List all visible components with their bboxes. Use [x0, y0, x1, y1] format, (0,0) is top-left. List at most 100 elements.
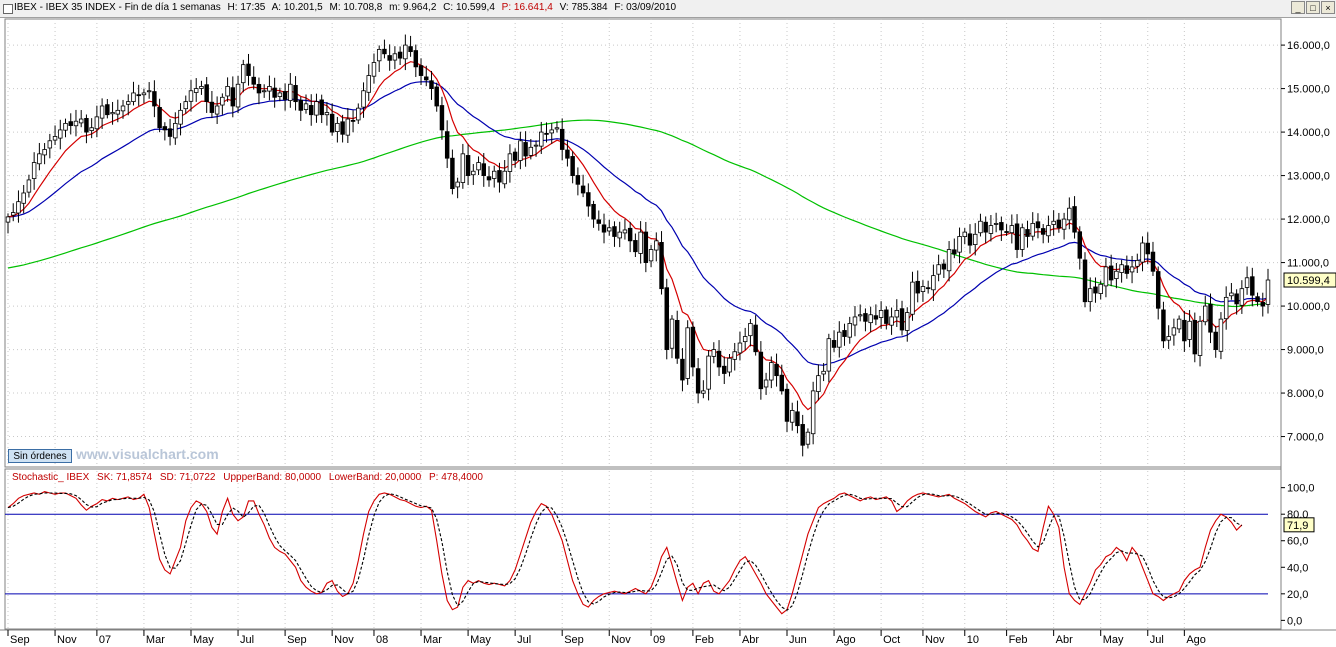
candle-body	[523, 142, 528, 157]
candle-body	[612, 226, 617, 237]
candle-body	[763, 379, 769, 388]
candle-body	[967, 233, 973, 246]
candle-body	[460, 153, 466, 183]
candle-body	[392, 53, 398, 61]
candle-body	[73, 120, 79, 127]
candle-body	[1030, 223, 1035, 237]
stoch-tick-label: 20,0	[1287, 589, 1308, 601]
candle-body	[10, 212, 16, 216]
candle-body	[857, 314, 863, 317]
time-tick-label: May	[1103, 634, 1124, 646]
candle-body	[277, 92, 283, 97]
candle-body	[486, 176, 492, 181]
candle-body	[648, 249, 654, 262]
candle-body	[376, 49, 382, 62]
candle-body	[816, 375, 821, 392]
price-tick-label: 8.000,0	[1287, 388, 1324, 400]
time-tick-label: Nov	[611, 634, 631, 646]
candle-body	[633, 240, 638, 253]
candle-body	[1155, 271, 1161, 309]
candle-body	[607, 227, 612, 232]
last-price-label: 10.599,4	[1287, 275, 1330, 287]
ma-long-line	[7, 119, 1269, 308]
candle-body	[983, 221, 988, 233]
candle-body	[1088, 288, 1093, 303]
ma-mid-line	[7, 81, 1269, 366]
time-label: H: 17:35	[227, 2, 266, 13]
maximize-button[interactable]: □	[1306, 1, 1320, 14]
price-tick-label: 13.000,0	[1287, 171, 1330, 183]
candle-body	[444, 131, 450, 159]
candle-body	[220, 96, 225, 106]
close-label: C: 10.599,4	[443, 2, 495, 13]
candle-body	[1108, 265, 1114, 281]
candle-body	[920, 286, 926, 293]
candle-body	[1035, 221, 1041, 229]
orders-button[interactable]: Sin órdenes	[8, 449, 72, 463]
candle-body	[439, 105, 445, 131]
candle-body	[664, 287, 669, 350]
stochastic-sd: SD: 71,0722	[159, 472, 216, 483]
price-tick-label: 10.000,0	[1287, 301, 1330, 313]
candle-body	[544, 132, 549, 135]
time-tick-label: Nov	[334, 634, 354, 646]
candle-body	[340, 121, 345, 135]
candle-body	[167, 128, 173, 137]
candle-body	[847, 323, 852, 338]
candle-body	[361, 90, 366, 108]
time-tick-label: Jul	[517, 634, 531, 646]
candle-body	[899, 308, 905, 331]
close-button[interactable]: ×	[1321, 1, 1335, 14]
candle-body	[1103, 266, 1109, 287]
time-tick-label: Sep	[10, 634, 30, 646]
candle-body	[784, 388, 790, 422]
candle-body	[1072, 206, 1077, 233]
stochastic-upper: UppperBand: 80,0000	[223, 472, 322, 483]
candle-body	[931, 275, 936, 291]
candle-body	[366, 75, 371, 93]
candle-body	[769, 362, 774, 381]
candle-body	[314, 101, 319, 116]
candle-body	[115, 109, 121, 115]
candle-body	[701, 390, 706, 394]
candle-body	[1208, 303, 1213, 333]
candle-body	[110, 112, 115, 115]
time-tick-label: May	[193, 634, 214, 646]
candle-body	[863, 313, 868, 322]
candle-body	[1213, 331, 1218, 350]
candle-body	[1255, 296, 1260, 303]
price-tick-label: 15.000,0	[1287, 84, 1330, 96]
candle-body	[345, 118, 351, 136]
candle-body	[94, 116, 100, 130]
candle-body	[1051, 220, 1056, 225]
minimize-button[interactable]: _	[1291, 1, 1305, 14]
candle-body	[711, 349, 717, 357]
candle-body	[837, 331, 842, 348]
candle-body	[868, 314, 873, 324]
candle-body	[1192, 320, 1198, 355]
candle-body	[42, 149, 47, 156]
candle-body	[424, 76, 429, 81]
candle-body	[742, 336, 748, 343]
candle-body	[570, 156, 575, 176]
candle-body	[533, 144, 539, 147]
candle-body	[748, 323, 753, 337]
candle-body	[1046, 225, 1051, 237]
stochastic-panel	[4, 468, 1282, 630]
title-bar: IBEX - IBEX 35 INDEX - Fin de día 1 sema…	[0, 0, 1336, 18]
candle-body	[1244, 277, 1250, 288]
open-label: A: 10.201,5	[271, 2, 323, 13]
candle-body	[565, 149, 570, 159]
candle-body	[1150, 251, 1156, 272]
time-tick-label: Mar	[146, 634, 165, 646]
candle-body	[173, 122, 178, 139]
candle-body	[993, 223, 999, 225]
candle-body	[309, 105, 314, 116]
candle-body	[1239, 288, 1245, 306]
candle-body	[805, 431, 811, 445]
stochastic-name: Stochastic_ IBEX	[12, 472, 90, 483]
candle-body	[1082, 259, 1088, 303]
ma-short-line	[7, 61, 1269, 411]
candle-body	[324, 112, 330, 116]
